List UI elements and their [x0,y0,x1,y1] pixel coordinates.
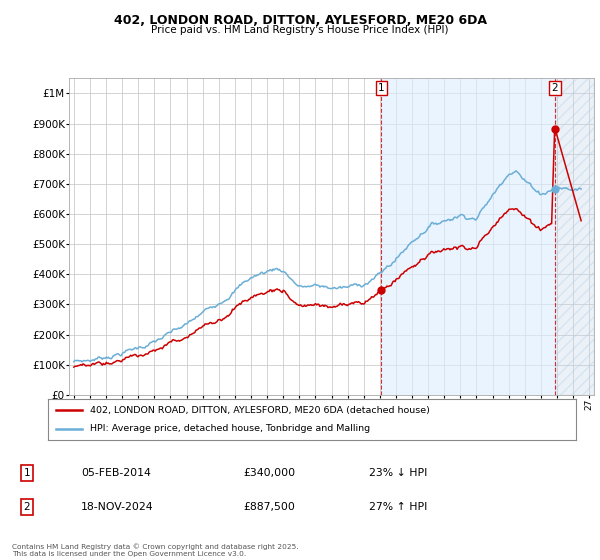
Text: 18-NOV-2024: 18-NOV-2024 [81,502,154,512]
Text: 1: 1 [378,83,385,93]
Text: 402, LONDON ROAD, DITTON, AYLESFORD, ME20 6DA (detached house): 402, LONDON ROAD, DITTON, AYLESFORD, ME2… [90,405,430,414]
Bar [381,78,555,395]
Text: 2: 2 [23,502,31,512]
Text: £340,000: £340,000 [243,468,295,478]
Text: 1: 1 [23,468,31,478]
Text: 05-FEB-2014: 05-FEB-2014 [81,468,151,478]
Text: HPI: Average price, detached house, Tonbridge and Malling: HPI: Average price, detached house, Tonb… [90,424,370,433]
Text: Price paid vs. HM Land Registry's House Price Index (HPI): Price paid vs. HM Land Registry's House … [151,25,449,35]
Text: 23% ↓ HPI: 23% ↓ HPI [369,468,427,478]
Text: 2: 2 [552,83,559,93]
Bar [555,78,594,395]
Text: £887,500: £887,500 [243,502,295,512]
Text: Contains HM Land Registry data © Crown copyright and database right 2025.
This d: Contains HM Land Registry data © Crown c… [12,544,299,557]
Text: 402, LONDON ROAD, DITTON, AYLESFORD, ME20 6DA: 402, LONDON ROAD, DITTON, AYLESFORD, ME2… [113,14,487,27]
Text: 27% ↑ HPI: 27% ↑ HPI [369,502,427,512]
